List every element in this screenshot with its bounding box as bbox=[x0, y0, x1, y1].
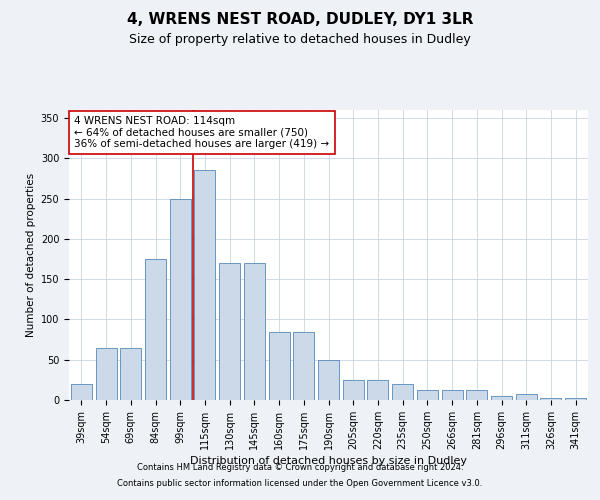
Bar bbox=[491, 396, 512, 400]
Text: 4, WRENS NEST ROAD, DUDLEY, DY1 3LR: 4, WRENS NEST ROAD, DUDLEY, DY1 3LR bbox=[127, 12, 473, 28]
Bar bbox=[95, 348, 116, 400]
Y-axis label: Number of detached properties: Number of detached properties bbox=[26, 173, 37, 337]
Bar bbox=[442, 390, 463, 400]
Bar bbox=[343, 380, 364, 400]
Bar bbox=[244, 263, 265, 400]
Text: Contains HM Land Registry data © Crown copyright and database right 2024.: Contains HM Land Registry data © Crown c… bbox=[137, 464, 463, 472]
Bar bbox=[145, 259, 166, 400]
Bar bbox=[565, 398, 586, 400]
Bar bbox=[367, 380, 388, 400]
Bar bbox=[417, 390, 438, 400]
X-axis label: Distribution of detached houses by size in Dudley: Distribution of detached houses by size … bbox=[190, 456, 467, 466]
Bar bbox=[120, 348, 141, 400]
Bar bbox=[219, 263, 240, 400]
Bar bbox=[318, 360, 339, 400]
Bar bbox=[170, 198, 191, 400]
Bar bbox=[293, 332, 314, 400]
Text: 4 WRENS NEST ROAD: 114sqm
← 64% of detached houses are smaller (750)
36% of semi: 4 WRENS NEST ROAD: 114sqm ← 64% of detac… bbox=[74, 116, 329, 149]
Bar bbox=[71, 384, 92, 400]
Bar bbox=[466, 390, 487, 400]
Text: Size of property relative to detached houses in Dudley: Size of property relative to detached ho… bbox=[129, 32, 471, 46]
Bar bbox=[269, 332, 290, 400]
Text: Contains public sector information licensed under the Open Government Licence v3: Contains public sector information licen… bbox=[118, 478, 482, 488]
Bar bbox=[516, 394, 537, 400]
Bar bbox=[194, 170, 215, 400]
Bar bbox=[541, 398, 562, 400]
Bar bbox=[392, 384, 413, 400]
